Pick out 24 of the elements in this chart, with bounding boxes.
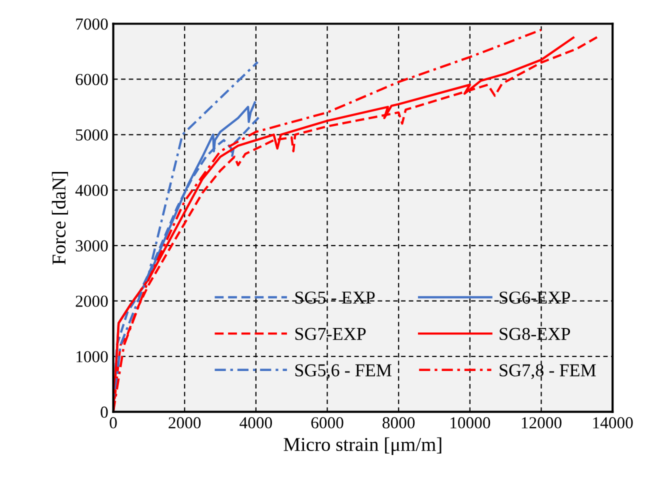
x-tick-label: 10000 <box>450 417 490 428</box>
y-tick-label: 0 <box>100 406 108 418</box>
y-tick-label: 4000 <box>75 184 108 196</box>
x-axis-title: Micro strain [μm/m] <box>284 437 442 456</box>
y-tick-label: 5000 <box>76 129 108 141</box>
y-tick-label: 2000 <box>76 296 108 307</box>
x-tick-label: 14000 <box>593 417 633 428</box>
legend-label: SG7,8 - FEM <box>500 364 596 379</box>
x-tick-label: 6000 <box>311 417 344 428</box>
x-tick-label: 8000 <box>382 417 415 428</box>
x-tick-label: 2000 <box>168 417 201 428</box>
legend-label: SG6-EXP <box>500 292 570 304</box>
legend-label: SG5 - EXP <box>295 292 375 304</box>
legend-label: SG5,6 - FEM <box>295 364 392 379</box>
y-tick-label: 6000 <box>76 74 108 86</box>
x-tick-label: 12000 <box>522 417 562 428</box>
legend-label: SG7-EXP <box>295 328 366 340</box>
y-axis-title: Force [daN] <box>52 172 68 264</box>
y-tick-label: 3000 <box>76 240 108 252</box>
x-tick-label: 4000 <box>240 417 272 428</box>
y-tick-label: 1000 <box>76 351 108 362</box>
x-tick-label: 0 <box>110 417 117 428</box>
legend-label: SG8-EXP <box>500 328 570 340</box>
y-tick-label: 7000 <box>76 18 108 30</box>
